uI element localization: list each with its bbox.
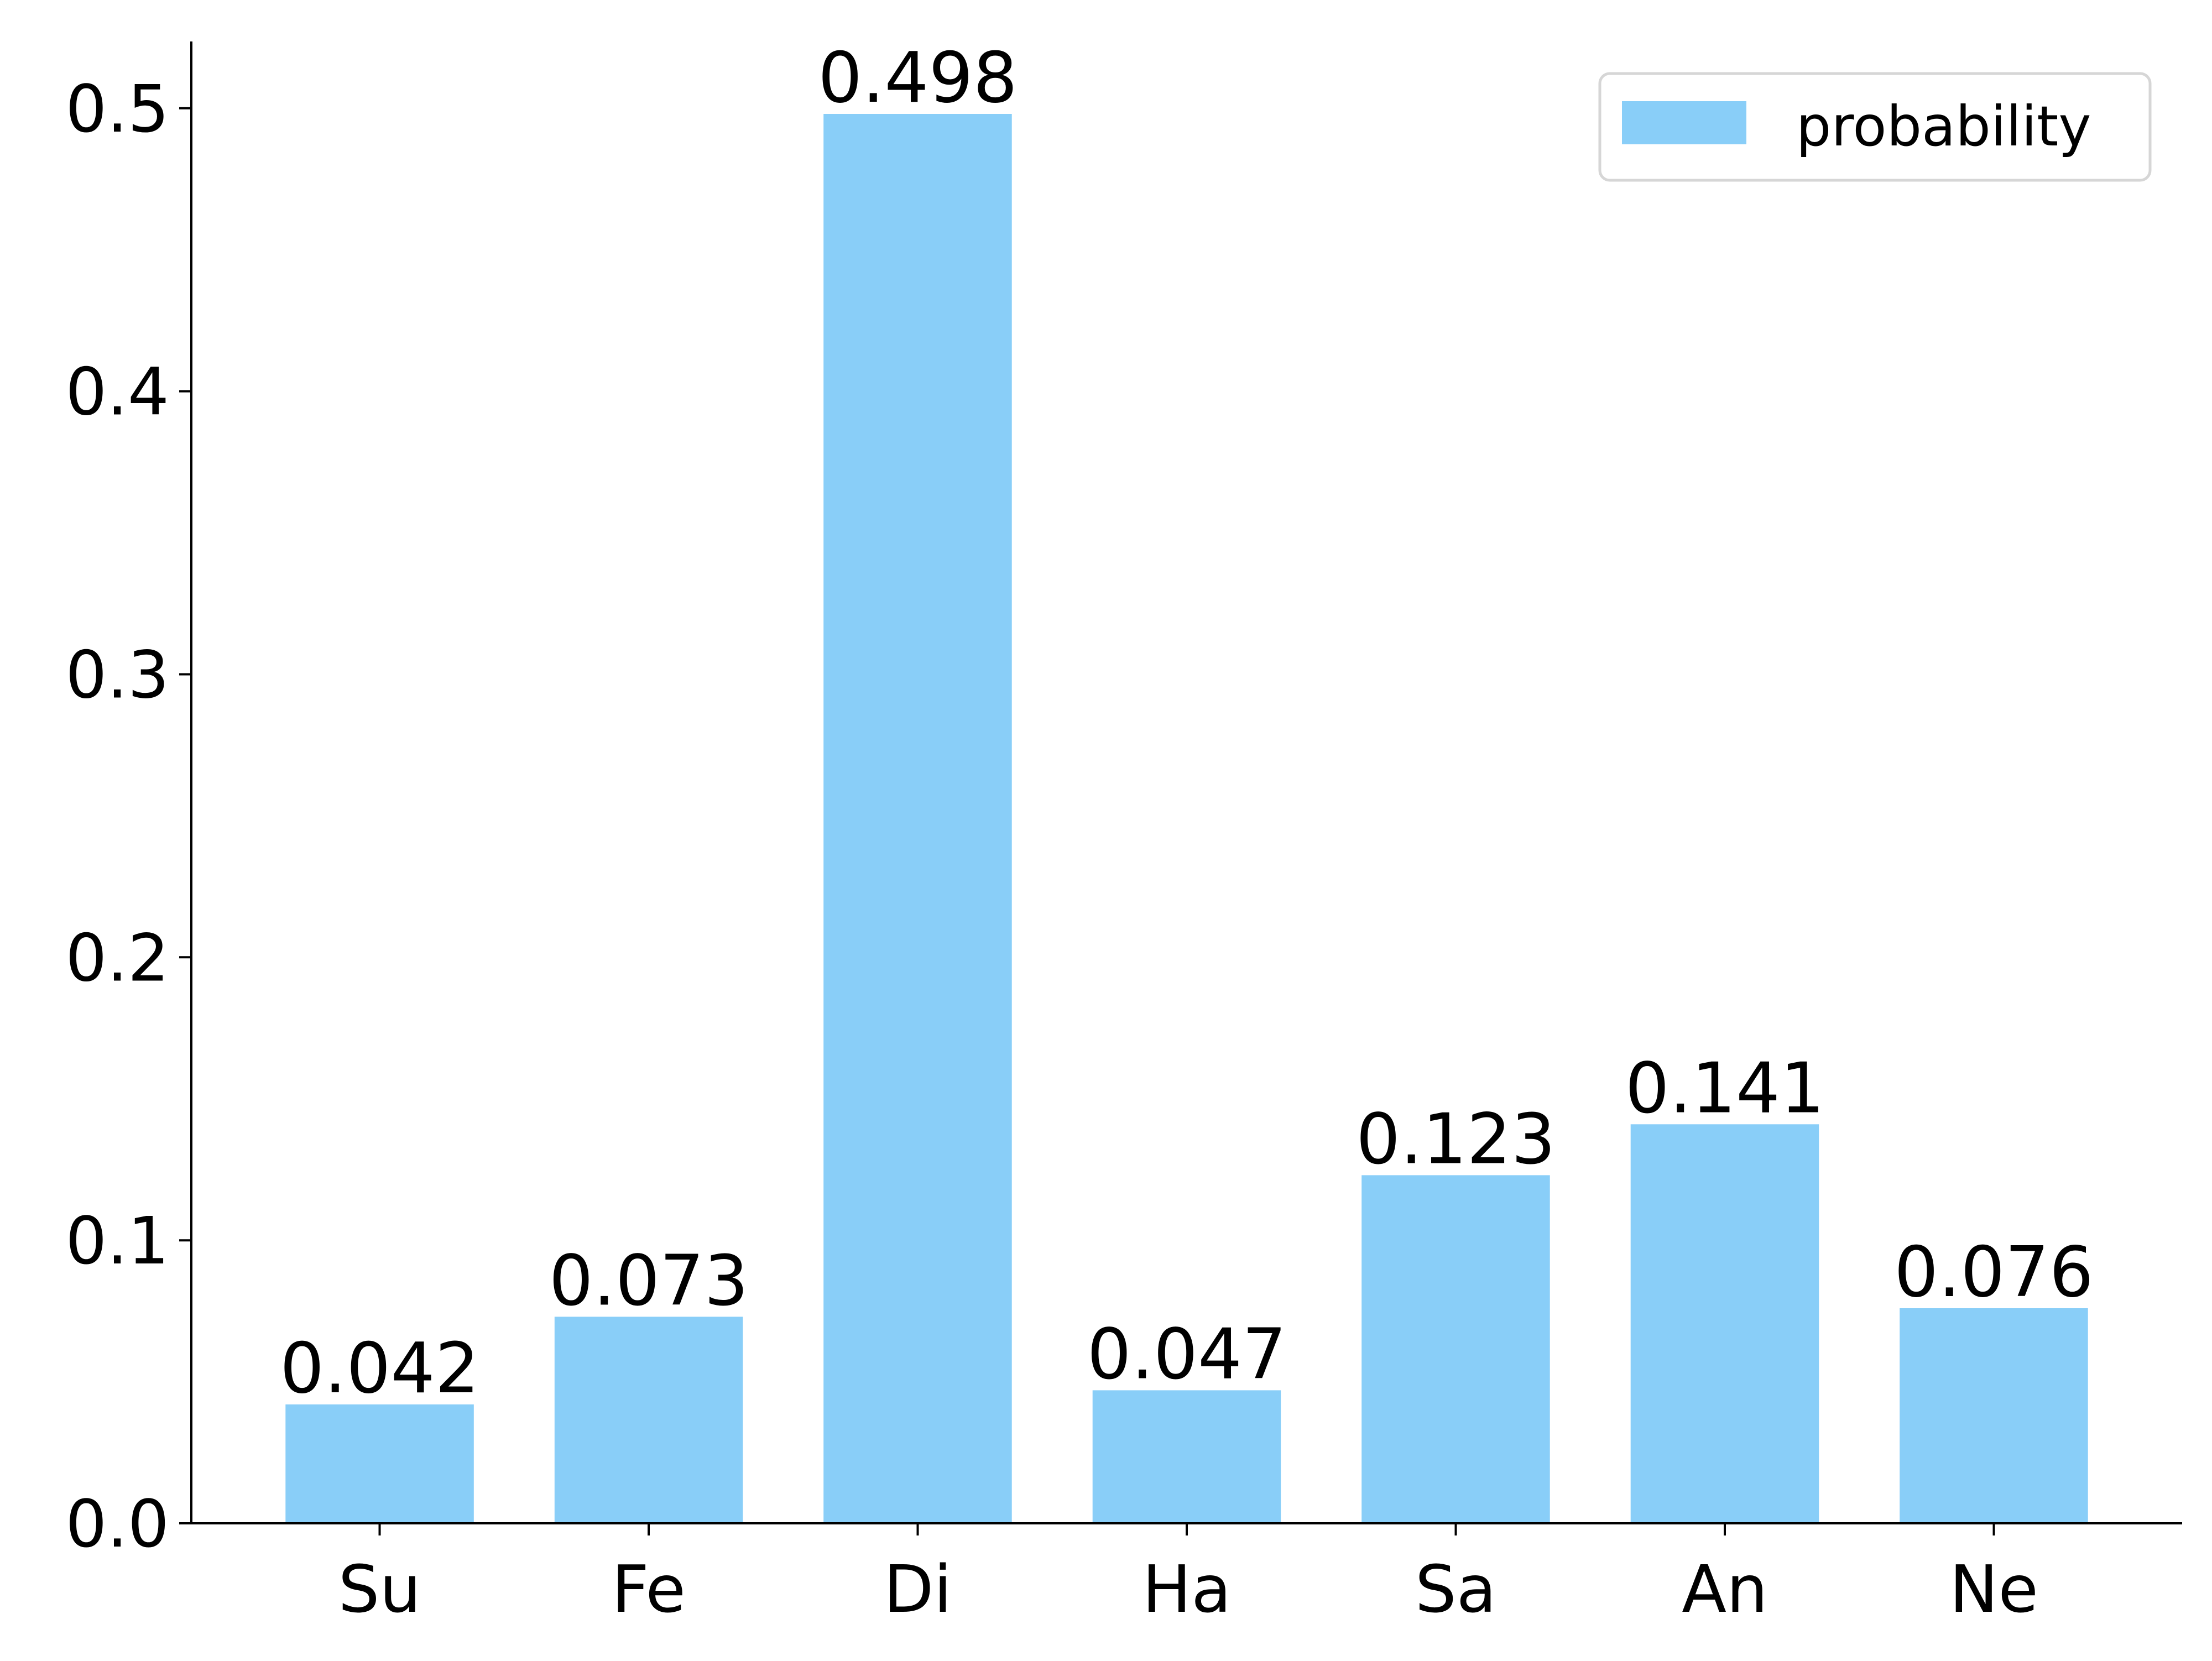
legend: probability [1598, 72, 2152, 182]
x-tick-label-sa: Sa [1415, 1551, 1496, 1627]
bar-sa [1361, 1175, 1550, 1523]
y-tick-label: 0.3 [65, 637, 169, 713]
bars-layer [285, 114, 2088, 1523]
data-label-ne: 0.076 [1894, 1231, 2094, 1313]
x-tick-label-fe: Fe [612, 1551, 686, 1627]
y-tick-label: 0.4 [65, 354, 169, 430]
data-label-an: 0.141 [1625, 1047, 1825, 1129]
data-labels-layer: 0.042 0.073 0.498 0.047 0.123 0.141 0.076 [280, 37, 2094, 1409]
y-tick-label: 0.0 [65, 1486, 169, 1562]
y-tick-label: 0.2 [65, 920, 169, 996]
data-label-ha: 0.047 [1087, 1313, 1287, 1394]
bar-ha [1092, 1390, 1281, 1523]
data-label-su: 0.042 [280, 1328, 479, 1409]
bar-ne [1900, 1308, 2088, 1523]
bar-an [1630, 1124, 1819, 1523]
x-tick-label-ne: Ne [1949, 1551, 2038, 1627]
bar-fe [554, 1317, 743, 1523]
y-tick-label: 0.1 [65, 1203, 169, 1279]
x-tick-label-su: Su [338, 1551, 421, 1627]
legend-label-probability: probability [1796, 94, 2091, 159]
data-label-sa: 0.123 [1356, 1098, 1556, 1179]
bar-di [823, 114, 1012, 1523]
y-tick-label: 0.5 [65, 71, 169, 147]
legend-box [1598, 72, 2152, 182]
data-label-fe: 0.073 [549, 1240, 749, 1321]
data-label-di: 0.498 [818, 37, 1018, 118]
bar-su [285, 1404, 474, 1523]
x-tick-label-di: Di [884, 1551, 952, 1627]
x-tick-label-an: An [1682, 1551, 1768, 1627]
x-tick-label-ha: Ha [1142, 1551, 1231, 1627]
axes-layer: 0.0 0.1 0.2 0.3 0.4 0.5 Su Fe Di Ha Sa An Ne [65, 41, 2182, 1627]
legend-swatch-probability [1622, 101, 1746, 144]
